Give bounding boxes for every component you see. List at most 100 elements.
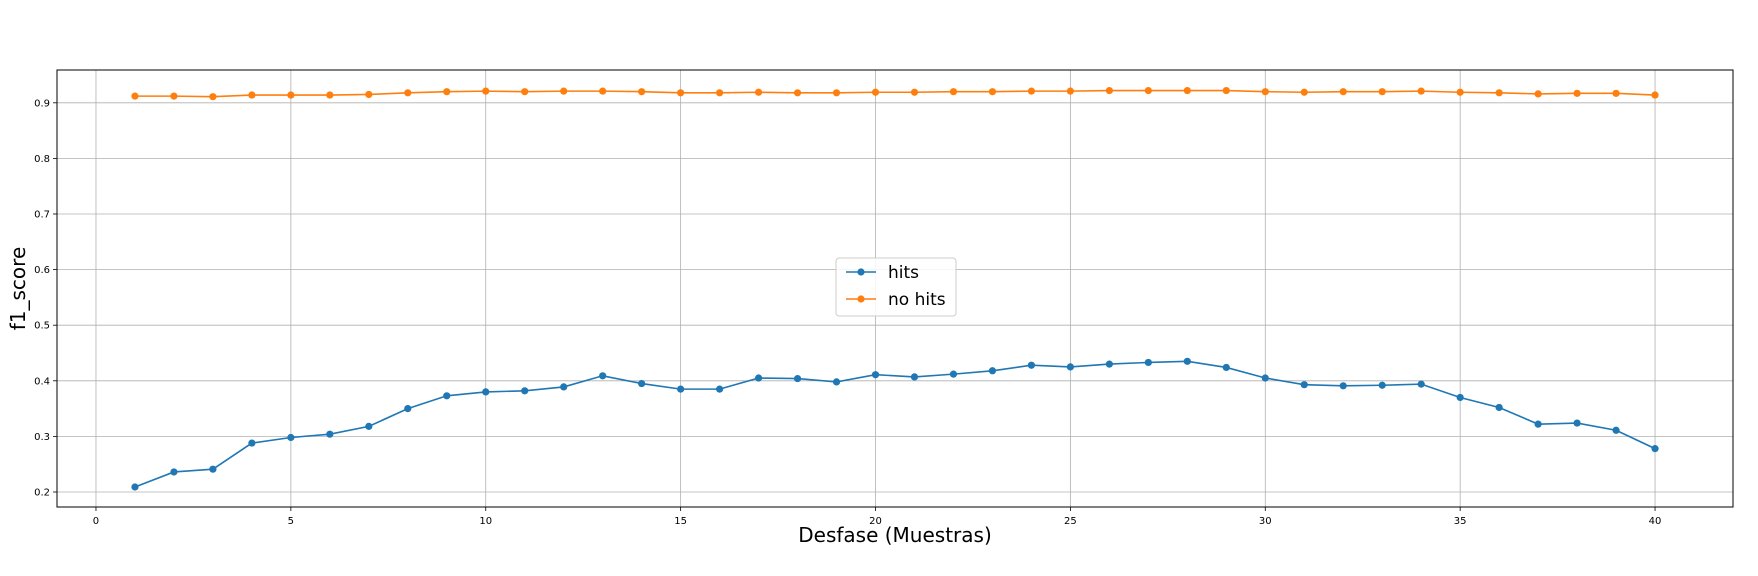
y-tick-label: 0.7 xyxy=(34,209,50,220)
data-point xyxy=(1378,88,1386,96)
data-point xyxy=(560,87,568,95)
data-point xyxy=(209,93,217,101)
y-axis-ticks: 0.2 0.3 0.4 0.5 0.6 0.7 0.8 0.9 xyxy=(34,98,57,498)
y-tick-label: 0.9 xyxy=(34,98,50,109)
data-point xyxy=(326,91,334,99)
data-point xyxy=(287,91,295,99)
data-point xyxy=(599,87,607,95)
data-point xyxy=(404,404,412,413)
plot-area xyxy=(56,69,1734,508)
data-point xyxy=(1222,363,1230,372)
data-point xyxy=(170,92,178,100)
series-line xyxy=(134,360,1656,488)
data-point xyxy=(1066,87,1074,95)
data-point xyxy=(677,89,685,97)
series xyxy=(131,86,1659,491)
data-point xyxy=(1573,419,1581,427)
data-point xyxy=(1144,358,1152,367)
data-point xyxy=(287,433,295,442)
data-point xyxy=(638,379,646,388)
data-point xyxy=(1339,88,1347,96)
data-point xyxy=(638,88,646,96)
data-point xyxy=(1183,357,1191,365)
legend-label: hits xyxy=(888,263,919,283)
data-point xyxy=(131,483,139,491)
series-no-hits xyxy=(131,86,1659,101)
data-point xyxy=(1534,420,1542,428)
data-point xyxy=(1300,88,1308,96)
data-point xyxy=(443,392,451,400)
data-point xyxy=(754,88,763,96)
x-tick-label: 10 xyxy=(479,516,492,527)
data-point xyxy=(1027,361,1036,369)
data-point xyxy=(521,88,529,96)
y-tick-label: 0.3 xyxy=(34,432,50,443)
data-point xyxy=(1495,403,1503,412)
y-tick-label: 0.2 xyxy=(34,487,50,498)
data-point xyxy=(209,465,217,473)
x-tick-label: 20 xyxy=(869,516,882,527)
legend-item: hits xyxy=(846,263,919,283)
data-point xyxy=(988,88,997,96)
data-point xyxy=(949,370,958,378)
data-point xyxy=(1261,374,1269,382)
data-point xyxy=(482,87,490,95)
data-point xyxy=(170,468,178,476)
data-point xyxy=(1612,89,1620,97)
data-point xyxy=(248,439,256,447)
legend: hits no hits xyxy=(835,257,957,317)
x-tick-label: 25 xyxy=(1064,516,1077,527)
series-hits xyxy=(131,357,1659,491)
data-point xyxy=(599,372,607,380)
data-point xyxy=(1456,393,1464,402)
data-point xyxy=(443,88,451,96)
data-point xyxy=(754,374,763,382)
data-point xyxy=(365,90,373,99)
data-point xyxy=(248,91,256,99)
data-point xyxy=(521,387,529,395)
data-point xyxy=(404,89,412,97)
legend-item: no hits xyxy=(846,290,946,310)
data-point xyxy=(716,89,724,97)
x-axis-ticks: 0 5 10 15 20 25 30 35 40 xyxy=(93,507,1662,527)
data-point xyxy=(1378,381,1386,389)
data-point xyxy=(1417,380,1425,388)
data-point xyxy=(793,89,802,97)
data-point xyxy=(1534,90,1542,98)
data-point xyxy=(1612,426,1620,434)
data-point xyxy=(1222,86,1230,95)
data-point xyxy=(871,88,880,96)
data-point xyxy=(832,89,841,97)
data-point xyxy=(716,385,724,393)
data-point xyxy=(1651,91,1659,99)
data-point xyxy=(365,422,373,430)
data-point xyxy=(482,388,490,396)
data-point xyxy=(326,430,334,438)
data-point xyxy=(988,367,997,375)
data-point xyxy=(1261,88,1269,96)
data-point xyxy=(1456,88,1464,96)
data-point xyxy=(1105,86,1113,95)
data-point xyxy=(910,373,919,381)
data-point xyxy=(1339,382,1347,390)
x-tick-label: 30 xyxy=(1259,516,1272,527)
x-tick-label: 5 xyxy=(288,516,294,527)
data-point xyxy=(871,371,880,379)
data-point xyxy=(677,385,685,393)
data-point xyxy=(910,88,919,96)
y-tick-label: 0.6 xyxy=(34,265,50,276)
x-tick-label: 15 xyxy=(674,516,687,527)
y-tick-label: 0.8 xyxy=(34,154,50,165)
data-point xyxy=(131,92,139,100)
data-point xyxy=(1066,363,1074,371)
x-axis-label: Desfase (Muestras) xyxy=(798,523,992,547)
x-tick-label: 40 xyxy=(1649,516,1662,527)
legend-marker xyxy=(857,268,865,276)
data-point xyxy=(1651,445,1659,453)
x-tick-label: 0 xyxy=(93,516,99,527)
data-point xyxy=(1144,86,1152,95)
y-tick-label: 0.4 xyxy=(34,376,50,387)
y-tick-label: 0.5 xyxy=(34,321,50,332)
legend-label: no hits xyxy=(888,290,946,310)
